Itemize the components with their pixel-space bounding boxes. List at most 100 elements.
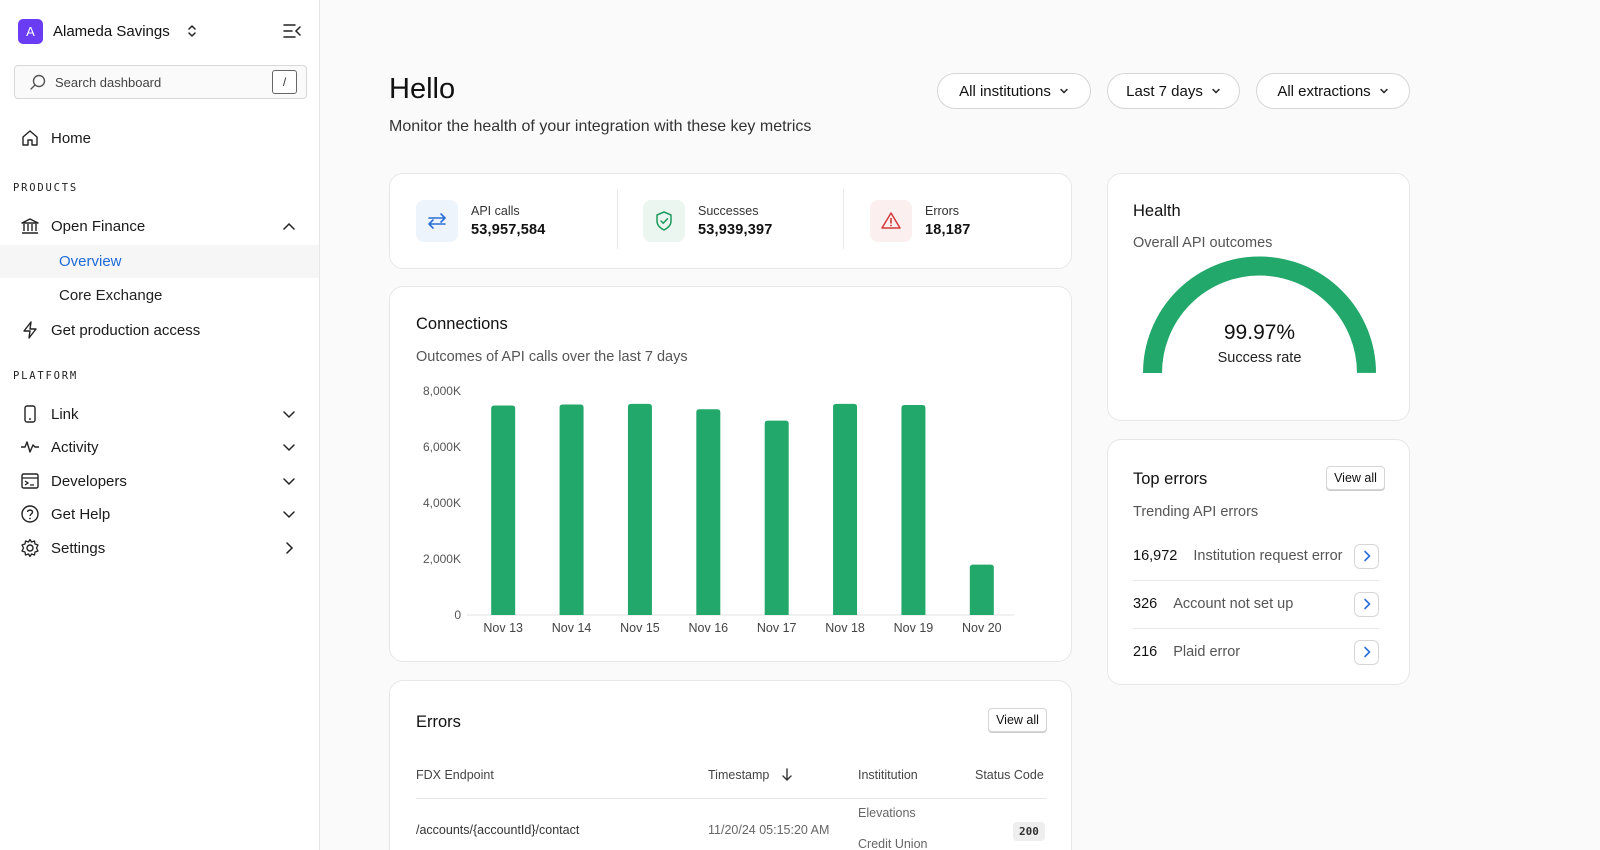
bar-nov-15[interactable] — [627, 403, 652, 615]
bar-nov-19[interactable] — [901, 405, 926, 615]
chevron-down-icon — [283, 511, 295, 519]
shield-check-icon — [643, 200, 685, 242]
search-shortcut-key: / — [272, 70, 297, 94]
bar-nov-13[interactable] — [491, 405, 516, 615]
stat-successes: Successes 53,939,397 — [643, 198, 773, 244]
sidebar-item-core-exchange[interactable]: Core Exchange — [0, 279, 319, 312]
health-card: Health Overall API outcomes 99.97% Succe… — [1107, 173, 1410, 421]
bar-nov-16[interactable] — [696, 409, 721, 615]
org-name: Alameda Savings — [53, 22, 170, 40]
filter-label: Last 7 days — [1126, 82, 1203, 100]
gear-icon — [21, 538, 39, 558]
extractions-filter[interactable]: All extractions — [1256, 73, 1410, 109]
sidebar-item-activity[interactable]: Activity — [0, 430, 319, 464]
y-tick-label: 2,000K — [423, 552, 461, 566]
bar-nov-17[interactable] — [764, 420, 789, 615]
sidebar-item-label: Core Exchange — [59, 287, 163, 304]
errors-view-all-button[interactable]: View all — [988, 708, 1047, 732]
chevron-right-icon[interactable] — [1354, 639, 1379, 665]
column-header-status[interactable]: Status Code — [975, 768, 1044, 782]
sidebar-item-overview[interactable]: Overview — [0, 245, 319, 278]
institutions-filter[interactable]: All institutions — [937, 73, 1091, 109]
sidebar-item-production-access[interactable]: Get production access — [0, 313, 319, 347]
bar-nov-20[interactable] — [969, 564, 994, 615]
sidebar-item-label: Settings — [51, 539, 106, 557]
list-item[interactable]: 16,972 Institution request error — [1133, 532, 1379, 580]
chevron-down-icon — [283, 478, 295, 486]
sidebar-item-label: Get Help — [51, 505, 111, 523]
column-header-institution[interactable]: Instititution — [858, 768, 918, 782]
section-label-platform: PLATFORM — [13, 370, 78, 382]
x-tick-label: Nov 20 — [962, 621, 1002, 635]
divider — [1133, 628, 1379, 629]
gauge-percent: 99.97% — [1223, 321, 1296, 344]
connections-card: Connections Outcomes of API calls over t… — [389, 286, 1072, 662]
sidebar-item-label: Open Finance — [51, 217, 146, 235]
stat-errors: Errors 18,187 — [870, 198, 971, 244]
sidebar-item-settings[interactable]: Settings — [0, 531, 319, 565]
org-switcher[interactable]: A Alameda Savings — [18, 18, 198, 44]
stat-value: 53,939,397 — [698, 222, 773, 238]
activity-pulse-icon — [21, 441, 39, 453]
sidebar: A Alameda Savings Search dashboard / Hom… — [0, 0, 320, 850]
search-icon — [30, 74, 46, 90]
card-subtitle: Trending API errors — [1133, 504, 1259, 520]
error-label: Account not set up — [1173, 596, 1294, 612]
card-subtitle: Overall API outcomes — [1133, 235, 1273, 251]
chevron-right-icon[interactable] — [1354, 543, 1379, 569]
y-tick-label: 0 — [454, 608, 461, 622]
sidebar-item-get-help[interactable]: Get Help — [0, 497, 319, 531]
sidebar-item-label: Home — [51, 129, 92, 147]
x-tick-label: Nov 19 — [894, 621, 934, 635]
column-header-endpoint[interactable]: FDX Endpoint — [416, 768, 494, 782]
chevron-right-icon[interactable] — [1354, 591, 1379, 617]
chevron-down-icon — [1379, 88, 1388, 94]
phone-icon — [24, 405, 36, 423]
stat-api-calls: API calls 53,957,584 — [416, 198, 546, 244]
connections-bar-chart: 0 2,000K 4,000K 6,000K 8,000K Nov 13 Nov 14 Nov… — [423, 384, 1014, 635]
cell-endpoint: /accounts/{accountId}/contact — [416, 823, 580, 837]
search-placeholder: Search dashboard — [55, 74, 162, 90]
sidebar-item-label: Link — [51, 405, 79, 423]
chevron-up-icon — [283, 222, 295, 230]
errors-card: Errors View all FDX Endpoint Timestamp I… — [389, 680, 1072, 850]
list-item[interactable]: 216 Plaid error — [1133, 628, 1379, 676]
x-tick-label: Nov 18 — [825, 621, 865, 635]
bar-nov-18[interactable] — [833, 403, 858, 615]
filter-label: All extractions — [1277, 82, 1371, 100]
stat-label: Errors — [925, 204, 960, 218]
bar-nov-14[interactable] — [559, 404, 584, 615]
terminal-icon — [21, 473, 39, 489]
list-item[interactable]: 326 Account not set up — [1133, 580, 1379, 628]
stat-label: Successes — [698, 204, 759, 218]
chevron-down-icon — [283, 411, 295, 419]
date-range-filter[interactable]: Last 7 days — [1107, 73, 1240, 109]
divider — [843, 189, 844, 249]
sidebar-item-open-finance[interactable]: Open Finance — [0, 209, 319, 243]
x-tick-label: Nov 15 — [620, 621, 660, 635]
status-badge: 200 — [1013, 822, 1045, 841]
sidebar-item-label: Overview — [59, 253, 122, 270]
collapse-sidebar-icon[interactable] — [282, 21, 302, 41]
help-circle-icon — [21, 505, 39, 523]
stat-value: 53,957,584 — [471, 222, 546, 238]
search-input[interactable]: Search dashboard / — [14, 65, 307, 99]
chevron-down-icon — [1060, 88, 1068, 94]
sidebar-item-label: Get production access — [51, 321, 201, 339]
y-tick-label: 6,000K — [423, 440, 461, 454]
error-label: Institution request error — [1193, 548, 1343, 564]
transfer-arrows-icon — [416, 200, 458, 242]
error-count: 326 — [1133, 596, 1158, 612]
sidebar-item-home[interactable]: Home — [0, 121, 319, 155]
stats-card: API calls 53,957,584 Successes 53,939,39… — [389, 173, 1072, 269]
column-header-label: Timestamp — [708, 768, 770, 782]
sidebar-item-link[interactable]: Link — [0, 397, 319, 431]
card-subtitle: Outcomes of API calls over the last 7 da… — [416, 349, 688, 365]
y-tick-label: 4,000K — [423, 496, 461, 510]
gauge-caption: Success rate — [1217, 350, 1302, 366]
card-title: Top errors — [1133, 470, 1208, 488]
sidebar-item-developers[interactable]: Developers — [0, 464, 319, 498]
stat-label: API calls — [471, 204, 520, 218]
top-errors-view-all-button[interactable]: View all — [1326, 466, 1385, 490]
column-header-timestamp[interactable]: Timestamp — [708, 768, 793, 782]
